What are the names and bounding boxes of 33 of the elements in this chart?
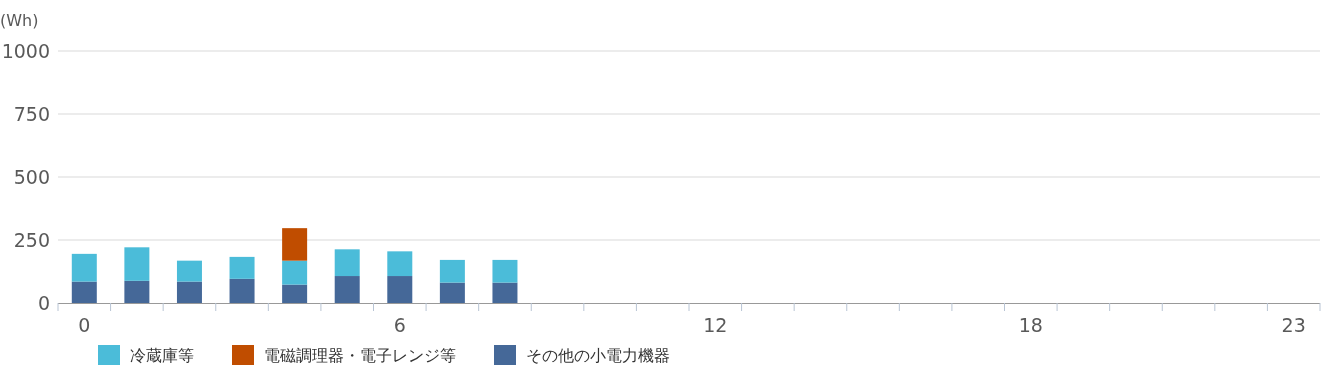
bar [439,282,465,303]
bar [71,253,97,282]
bar [439,259,465,283]
legend-label: その他の小電力機器 [526,346,670,365]
bar [176,260,202,282]
bar [282,260,308,285]
bar [334,249,360,277]
y-axis-title: (Wh) [0,11,39,30]
x-tick-label: 18 [1018,314,1043,336]
y-tick-label: 1000 [1,40,50,62]
bar [334,276,360,303]
x-tick-label: 12 [703,314,728,336]
bar [229,278,255,303]
bar [387,251,413,277]
legend-label: 冷蔵庫等 [130,346,194,365]
bar [229,256,255,279]
y-tick-label: 0 [37,292,50,314]
bar [282,228,308,261]
x-tick-label: 0 [78,314,91,336]
y-tick-label: 500 [13,166,50,188]
bar [124,280,150,303]
bar [176,281,202,303]
bar [71,281,97,303]
y-tick-label: 250 [13,229,50,251]
y-tick-label: 750 [13,103,50,125]
bar [492,259,518,283]
bar [492,282,518,303]
legend-label: 電磁調理器・電子レンジ等 [264,346,456,365]
bar [124,247,150,281]
x-tick-label: 6 [393,314,406,336]
x-tick-label: 23 [1281,314,1306,336]
bar [282,284,308,303]
bar [387,276,413,303]
